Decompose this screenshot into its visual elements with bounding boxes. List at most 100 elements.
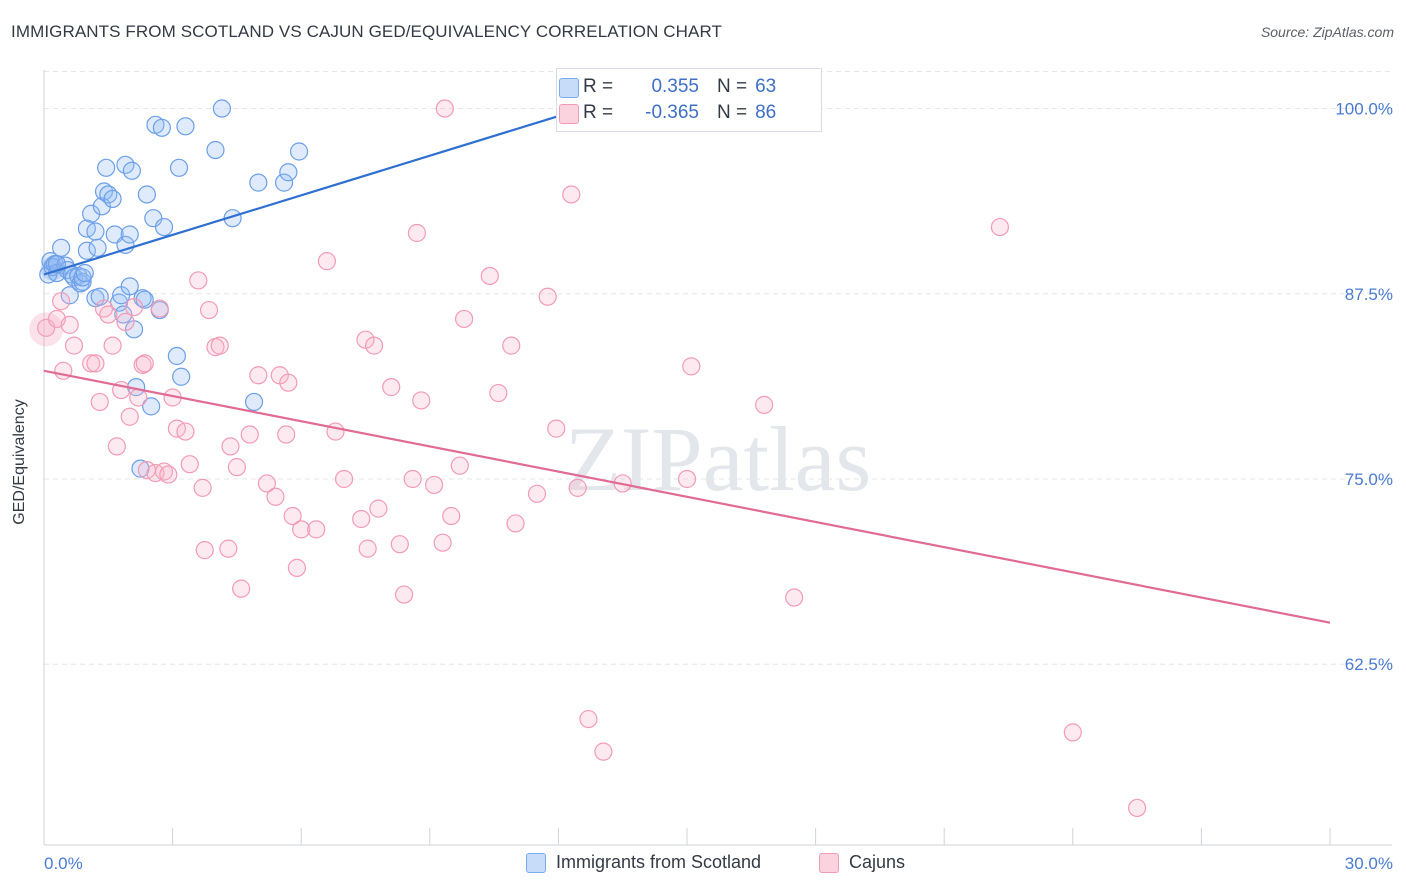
cajun-point [150,299,169,318]
cajun-cluster-point [29,312,64,347]
cajun-point [382,378,401,397]
legend-r-label: R = [583,102,614,123]
cajun-point [677,469,697,489]
scotland-point [103,189,122,209]
cajun-point [334,469,354,489]
cajun-point [99,305,118,324]
cajun-point [135,354,154,373]
legend-swatch-cajuns [559,104,579,124]
cajun-point [352,509,371,529]
cajun-point [682,357,701,376]
cajun-point [594,742,613,761]
scotland-point [137,185,156,204]
cajun-point [287,558,307,577]
cajun-point [1127,798,1147,818]
cajun-point [90,392,109,412]
correlation-legend: R = 0.355 N = 63 R = -0.365 N = 86 [556,68,822,132]
scotland-point [75,263,94,283]
axes [43,70,1392,846]
legend-n-value: 63 [755,76,777,97]
scotland-point [120,277,139,296]
cajun-point [120,407,139,426]
cajun-point [60,315,79,334]
scotland-point [206,140,225,160]
cajun-point [292,520,311,539]
watermark: ZIPatlas [565,408,872,510]
scotland-point [86,222,105,241]
cajun-point [450,456,469,475]
scotland-point [289,142,309,161]
cajun-point [176,422,195,441]
cajun-point [785,588,804,607]
cajun-point [435,99,454,118]
cajun-point [210,336,229,355]
y-axis-title: GED/Equivalency [11,399,28,525]
y-tick-label: 62.5% [1345,655,1393,674]
scotland-point [77,241,96,260]
source-label: Source: ZipAtlas.com [1260,24,1394,40]
bottom-legend-label-cajuns: Cajuns [849,852,906,872]
scotland-point [172,367,191,386]
scotland-point [167,346,186,366]
cajun-point [502,336,521,355]
bottom-legend-scotland: Immigrants from Scotland [526,852,761,873]
cajun-point [433,533,452,552]
cajun-point [326,422,345,441]
scotland-point [114,305,133,324]
scotland-point [142,397,161,416]
scotland-point [212,99,231,118]
cajun-point [579,709,598,729]
cajun-point [86,354,105,373]
cajun-point [249,366,268,385]
cajun-point [279,373,298,392]
legend-swatch-scotland [559,78,579,98]
scotland-point [274,173,294,192]
scotland-point [88,238,107,257]
cajun-point [64,336,84,355]
cajun-point [232,579,251,598]
cajun-point [124,297,144,317]
cajun-point [240,425,259,444]
scotland-point [131,459,150,478]
bottom-legend-label-scotland: Immigrants from Scotland [556,852,762,872]
cajun-point [307,520,326,539]
cajun-point [755,395,774,414]
cajun-point [403,469,422,489]
cajun-point [199,300,219,320]
scotland-trend-line [43,104,594,276]
cajun-point [193,478,212,497]
legend-row-cajuns: R = -0.365 N = 86 [559,101,776,125]
scotland-point [152,118,171,137]
cajun-point [116,312,135,332]
legend-r-value: -0.365 [645,102,699,123]
scotland-point [52,238,71,257]
cajun-point [219,539,238,558]
cajun-point [538,287,557,306]
scotland-point [154,217,174,237]
cajun-point [159,465,178,484]
bottom-legend-swatch-scotland [526,852,546,873]
cajun-point [277,425,296,444]
x-tick-label: 0.0% [44,854,83,873]
y-tick-label: 87.5% [1345,285,1393,304]
cajun-point [407,223,427,243]
cajun-point [52,292,71,311]
scotland-point [169,158,189,177]
cajun-point [527,484,547,503]
cajun-point [82,354,101,373]
cajun-point [266,487,285,506]
cajun-point [283,506,302,526]
scotland-point [120,225,139,244]
scotland-point [90,287,109,306]
cajun-point [568,478,587,497]
cajun-point [454,309,474,329]
scotland-point [176,117,195,136]
cajun-point [424,475,444,495]
trend-lines [43,104,1331,624]
cajun-point [489,383,508,403]
scotland-point [122,161,141,180]
cajun-point [107,437,126,456]
cajun-trend-line [43,369,1331,624]
cajun-point [195,541,214,560]
legend-r-label: R = [583,76,614,97]
